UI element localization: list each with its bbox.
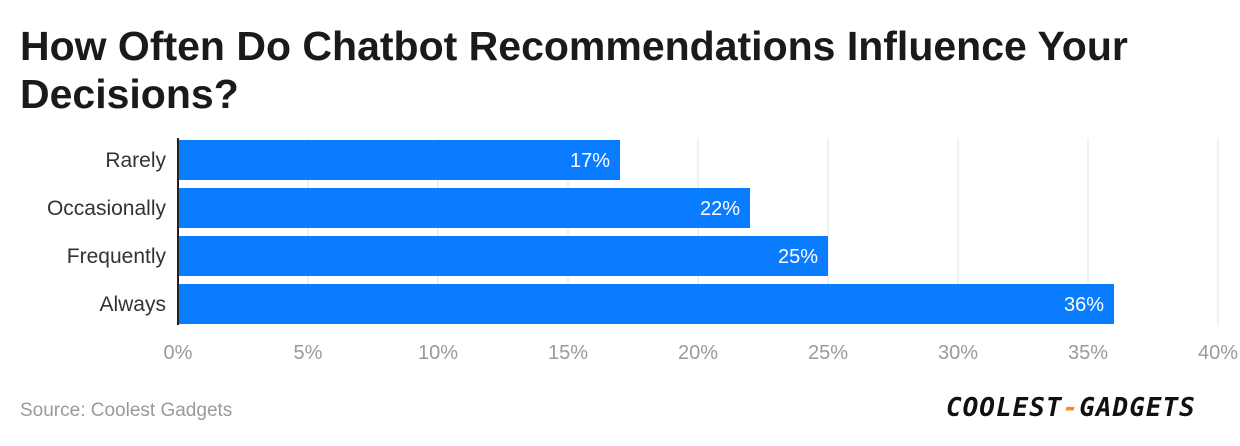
- data-label: 25%: [778, 246, 818, 268]
- data-label: 22%: [700, 198, 740, 220]
- logo-dash: -: [1062, 393, 1080, 423]
- data-label: 36%: [1064, 294, 1104, 316]
- category-label: Rarely: [105, 149, 166, 172]
- x-tick-label: 5%: [294, 342, 323, 364]
- bar-frequently: [178, 236, 828, 276]
- category-label: Occasionally: [47, 197, 167, 220]
- x-tick-label: 35%: [1068, 342, 1108, 364]
- bar-occasionally: [178, 188, 750, 228]
- x-tick-labels: 0% 5% 10% 15% 20% 25% 30% 35% 40%: [164, 342, 1239, 364]
- logo-text-left: COOLEST: [946, 393, 1063, 423]
- x-tick-label: 40%: [1198, 342, 1238, 364]
- category-labels: Rarely Occasionally Frequently Always: [47, 149, 167, 316]
- chart-title: How Often Do Chatbot Recommendations Inf…: [20, 23, 1128, 117]
- x-tick-label: 0%: [164, 342, 193, 364]
- x-tick-label: 10%: [418, 342, 458, 364]
- bar-rarely: [178, 140, 620, 180]
- category-label: Frequently: [67, 245, 167, 268]
- source-note: Source: Coolest Gadgets: [20, 400, 233, 421]
- data-label: 17%: [570, 150, 610, 172]
- bar-always: [178, 284, 1114, 324]
- x-tick-label: 15%: [548, 342, 588, 364]
- category-label: Always: [99, 293, 166, 316]
- x-tick-label: 20%: [678, 342, 718, 364]
- x-tick-label: 30%: [938, 342, 978, 364]
- coolest-gadgets-logo: COOLEST-GADGETS: [946, 393, 1196, 423]
- bars: 17% 22% 25% 36%: [178, 140, 1114, 324]
- logo-text-right: GADGETS: [1079, 393, 1196, 423]
- x-tick-label: 25%: [808, 342, 848, 364]
